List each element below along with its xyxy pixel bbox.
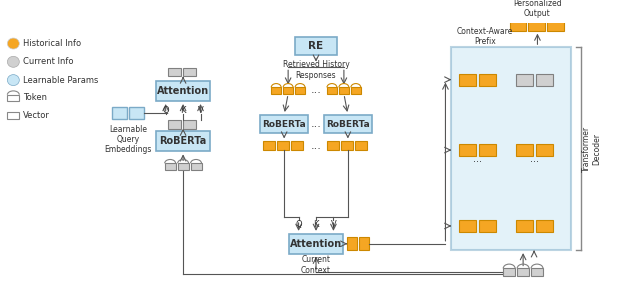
- Bar: [351, 87, 361, 94]
- Bar: [156, 131, 211, 151]
- Text: RoBERTa: RoBERTa: [326, 119, 370, 128]
- Bar: [191, 163, 202, 170]
- Circle shape: [8, 56, 19, 67]
- Bar: [8, 112, 19, 119]
- Text: ...: ...: [310, 119, 321, 129]
- Bar: [295, 37, 337, 55]
- Text: ...: ...: [310, 141, 321, 151]
- Bar: [479, 74, 496, 86]
- Text: Attention: Attention: [157, 86, 209, 96]
- Text: ...: ...: [529, 154, 539, 164]
- Text: Attention: Attention: [290, 239, 342, 249]
- Bar: [164, 163, 175, 170]
- Bar: [479, 220, 496, 232]
- Bar: [536, 74, 553, 86]
- Bar: [509, 20, 527, 31]
- Bar: [112, 107, 127, 119]
- Bar: [260, 115, 308, 133]
- Text: Token: Token: [23, 93, 47, 102]
- Bar: [359, 238, 369, 250]
- Bar: [531, 269, 543, 276]
- Bar: [168, 120, 180, 128]
- Text: Context-Aware
Prefix: Context-Aware Prefix: [457, 26, 513, 46]
- Text: Personalized
Output: Personalized Output: [513, 0, 562, 19]
- Bar: [271, 87, 281, 94]
- Bar: [156, 81, 211, 101]
- Bar: [460, 220, 476, 232]
- Bar: [460, 144, 476, 156]
- Text: RoBERTa: RoBERTa: [159, 136, 207, 146]
- Text: K: K: [313, 220, 319, 229]
- Bar: [516, 144, 533, 156]
- Text: V: V: [198, 106, 204, 115]
- Text: RE: RE: [308, 41, 324, 51]
- Bar: [529, 20, 545, 31]
- Bar: [295, 87, 305, 94]
- Bar: [324, 115, 372, 133]
- Text: Current Info: Current Info: [23, 57, 74, 66]
- Bar: [348, 238, 357, 250]
- Bar: [182, 68, 196, 77]
- Bar: [341, 142, 353, 150]
- Text: Historical Info: Historical Info: [23, 39, 81, 48]
- Bar: [168, 68, 180, 77]
- Text: Q: Q: [295, 220, 302, 229]
- Bar: [291, 142, 303, 150]
- Bar: [289, 234, 344, 254]
- Text: K: K: [180, 106, 186, 115]
- Bar: [129, 107, 144, 119]
- Bar: [277, 142, 289, 150]
- Text: ...: ...: [310, 85, 321, 95]
- Bar: [516, 220, 533, 232]
- Bar: [178, 163, 189, 170]
- Bar: [339, 87, 349, 94]
- Text: Transformer
Decoder: Transformer Decoder: [582, 126, 602, 172]
- Bar: [327, 87, 337, 94]
- Text: Learnable
Query
Embeddings: Learnable Query Embeddings: [104, 125, 152, 155]
- Text: Vector: Vector: [23, 111, 50, 120]
- Bar: [547, 20, 564, 31]
- Bar: [503, 269, 515, 276]
- Bar: [460, 74, 476, 86]
- Circle shape: [8, 38, 19, 49]
- Text: Q: Q: [163, 106, 169, 115]
- Bar: [8, 95, 19, 101]
- Text: RoBERTa: RoBERTa: [262, 119, 306, 128]
- Bar: [263, 142, 275, 150]
- Text: ...: ...: [473, 154, 482, 164]
- Bar: [536, 220, 553, 232]
- Circle shape: [8, 75, 19, 86]
- Bar: [327, 142, 339, 150]
- Bar: [355, 142, 367, 150]
- Text: V: V: [331, 220, 336, 229]
- Bar: [517, 269, 529, 276]
- Text: Learnable Params: Learnable Params: [23, 76, 99, 85]
- Bar: [479, 144, 496, 156]
- Text: Current
Context: Current Context: [301, 255, 331, 275]
- Bar: [182, 120, 196, 128]
- Bar: [283, 87, 293, 94]
- Bar: [536, 144, 553, 156]
- Bar: [451, 47, 571, 250]
- Bar: [516, 74, 533, 86]
- Text: Retrieved History
Responses: Retrieved History Responses: [283, 60, 349, 80]
